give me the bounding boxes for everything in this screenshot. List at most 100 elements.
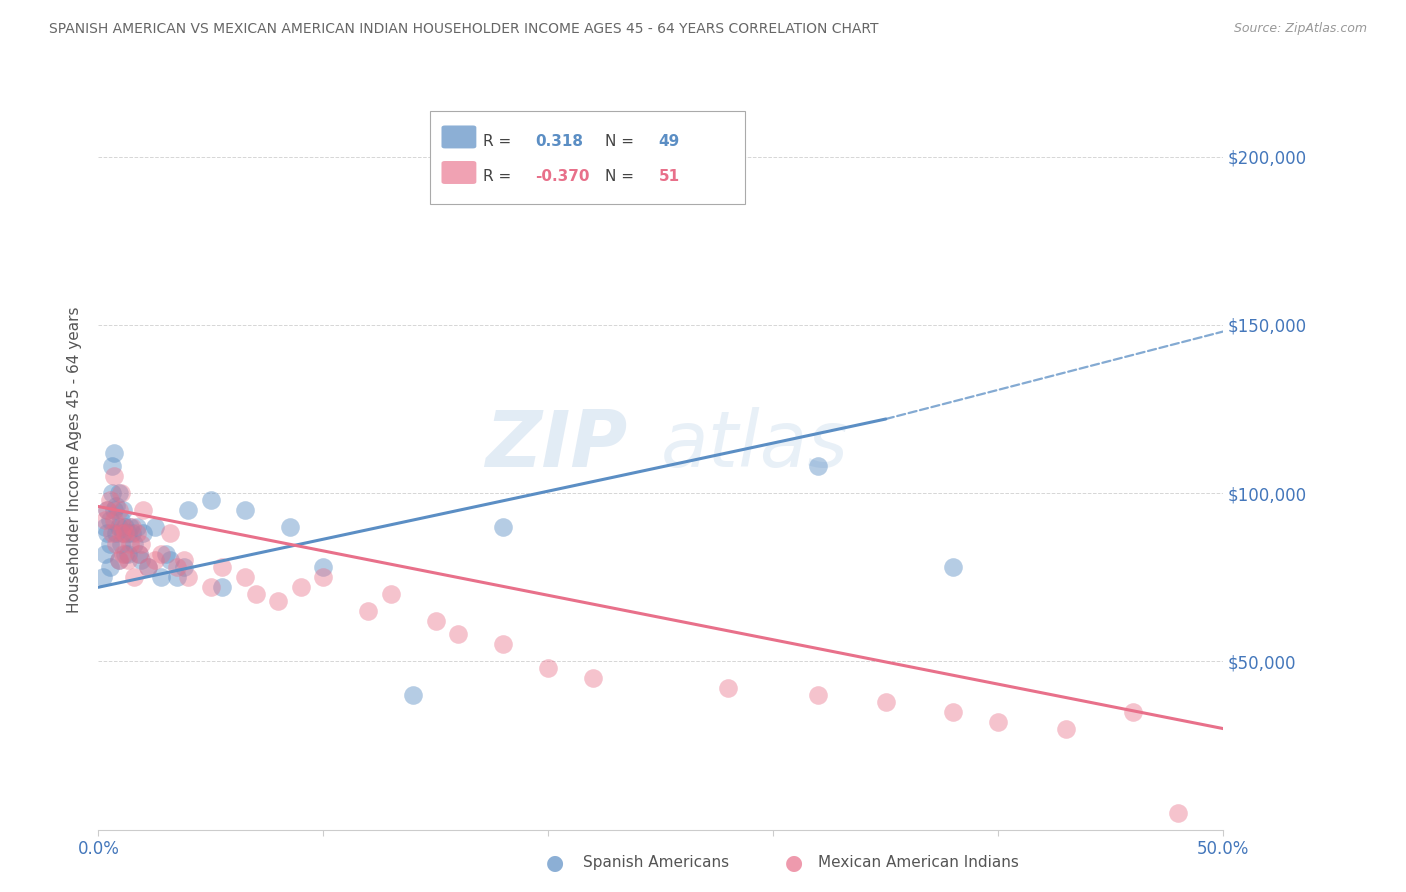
Point bbox=[278, 519, 301, 533]
Point bbox=[177, 503, 200, 517]
Point bbox=[114, 526, 136, 541]
Point bbox=[159, 553, 181, 567]
Point bbox=[128, 547, 150, 561]
Point bbox=[91, 570, 114, 584]
Point bbox=[124, 536, 146, 550]
Point bbox=[112, 503, 135, 517]
Point bbox=[177, 570, 200, 584]
Point bbox=[121, 519, 143, 533]
Point bbox=[1054, 722, 1077, 736]
Point bbox=[98, 513, 121, 527]
Point bbox=[717, 681, 740, 696]
Point bbox=[121, 526, 143, 541]
Point bbox=[159, 526, 181, 541]
Point bbox=[166, 560, 188, 574]
Point bbox=[103, 503, 125, 517]
Point bbox=[103, 469, 125, 483]
Point bbox=[110, 486, 132, 500]
FancyBboxPatch shape bbox=[441, 161, 477, 184]
Point bbox=[98, 536, 121, 550]
Text: 49: 49 bbox=[658, 134, 681, 149]
Point bbox=[267, 593, 290, 607]
Point bbox=[125, 519, 148, 533]
Point bbox=[402, 688, 425, 702]
Point bbox=[425, 614, 447, 628]
Text: ZIP: ZIP bbox=[485, 407, 627, 483]
Point bbox=[107, 553, 129, 567]
Point bbox=[107, 503, 129, 517]
Point bbox=[143, 519, 166, 533]
Point bbox=[875, 695, 897, 709]
Point bbox=[245, 587, 267, 601]
Point bbox=[143, 553, 166, 567]
Text: atlas: atlas bbox=[661, 407, 849, 483]
Point bbox=[200, 492, 222, 507]
Point bbox=[129, 553, 152, 567]
Point bbox=[112, 519, 135, 533]
Point bbox=[155, 547, 177, 561]
Text: 0.318: 0.318 bbox=[534, 134, 583, 149]
Point bbox=[166, 570, 188, 584]
Point bbox=[136, 560, 159, 574]
Point bbox=[150, 547, 173, 561]
Point bbox=[101, 459, 124, 474]
Point bbox=[96, 503, 118, 517]
Text: 51: 51 bbox=[658, 169, 679, 184]
Text: -0.370: -0.370 bbox=[534, 169, 589, 184]
Point bbox=[492, 519, 515, 533]
Point bbox=[103, 513, 125, 527]
Point bbox=[107, 486, 129, 500]
Point bbox=[114, 519, 136, 533]
Point bbox=[112, 547, 135, 561]
Point bbox=[211, 560, 233, 574]
Y-axis label: Householder Income Ages 45 - 64 years: Householder Income Ages 45 - 64 years bbox=[66, 306, 82, 613]
Text: R =: R = bbox=[484, 169, 512, 184]
Text: Mexican American Indians: Mexican American Indians bbox=[818, 855, 1019, 870]
Point bbox=[105, 500, 128, 514]
Point bbox=[447, 627, 470, 641]
Point bbox=[112, 526, 135, 541]
Point bbox=[129, 536, 152, 550]
Point bbox=[942, 560, 965, 574]
Point bbox=[132, 503, 155, 517]
Text: N =: N = bbox=[605, 169, 634, 184]
Point bbox=[150, 570, 173, 584]
Text: N =: N = bbox=[605, 134, 634, 149]
Point bbox=[380, 587, 402, 601]
Point bbox=[94, 513, 117, 527]
Point bbox=[312, 560, 335, 574]
Point bbox=[233, 570, 256, 584]
Point bbox=[807, 459, 830, 474]
Point bbox=[124, 570, 146, 584]
Point bbox=[114, 547, 136, 561]
Point bbox=[312, 570, 335, 584]
Point bbox=[942, 705, 965, 719]
Point bbox=[118, 536, 141, 550]
Point bbox=[290, 580, 312, 594]
Point bbox=[582, 671, 605, 685]
Point bbox=[492, 637, 515, 651]
Point bbox=[136, 560, 159, 574]
Point bbox=[132, 526, 155, 541]
Point bbox=[117, 526, 139, 541]
Text: ●: ● bbox=[547, 853, 564, 872]
Point bbox=[987, 714, 1010, 729]
Point bbox=[101, 526, 124, 541]
Point bbox=[128, 547, 150, 561]
Point bbox=[1167, 805, 1189, 820]
Point bbox=[211, 580, 233, 594]
Point bbox=[807, 688, 830, 702]
Text: Spanish Americans: Spanish Americans bbox=[583, 855, 730, 870]
Text: R =: R = bbox=[484, 134, 512, 149]
Point bbox=[110, 536, 132, 550]
Point bbox=[110, 526, 132, 541]
Point bbox=[1122, 705, 1144, 719]
Point bbox=[107, 553, 129, 567]
Point bbox=[173, 553, 195, 567]
Point bbox=[94, 519, 117, 533]
Point bbox=[357, 604, 380, 618]
Point bbox=[537, 661, 560, 675]
Point bbox=[96, 526, 118, 541]
Text: Source: ZipAtlas.com: Source: ZipAtlas.com bbox=[1233, 22, 1367, 36]
Point bbox=[118, 519, 141, 533]
